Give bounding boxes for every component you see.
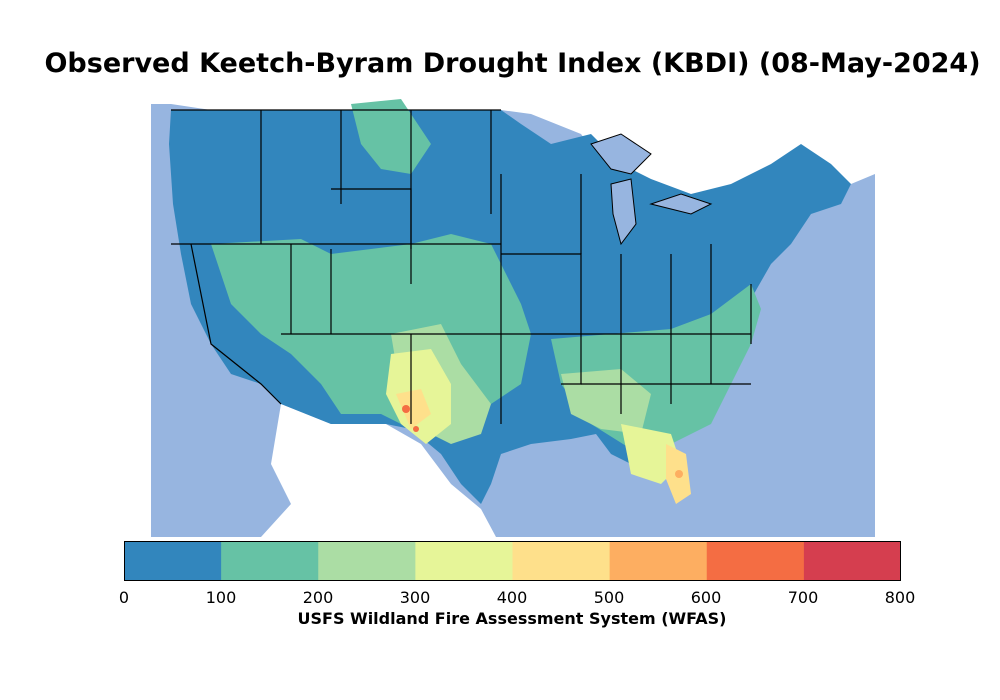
colorbar-tick-label: 700 <box>787 588 819 607</box>
colorbar-bin-300-400 <box>415 541 514 581</box>
colorbar-tick-label: 600 <box>690 588 722 607</box>
mexico-land <box>261 404 496 537</box>
colorbar-tick-label: 400 <box>496 588 528 607</box>
colorbar-tick-label: 800 <box>884 588 916 607</box>
colorbar-bin-100-200 <box>221 541 319 581</box>
colorbar-border <box>124 541 901 581</box>
colorbar-label: USFS Wildland Fire Assessment System (WF… <box>297 609 727 628</box>
colorbar-tick-label: 500 <box>593 588 625 607</box>
colorbar-bin-500-600 <box>609 541 708 581</box>
hotspot <box>675 470 683 478</box>
hotspot <box>413 426 419 432</box>
colorbar-tick-label: 200 <box>302 588 334 607</box>
colorbar-bin-400-500 <box>512 541 611 581</box>
colorbar-tick-label: 0 <box>118 588 130 607</box>
map-title: Observed Keetch-Byram Drought Index (KBD… <box>44 48 981 79</box>
colorbar-bin-200-300 <box>318 541 416 581</box>
colorbar-bin-700-800 <box>803 541 901 581</box>
state-borders <box>171 109 752 424</box>
kbdi-zone-400-500-tx <box>396 389 431 429</box>
hotspot <box>402 405 410 413</box>
colorbar-tick-label: 300 <box>399 588 431 607</box>
kbdi-zone-200-300-se <box>561 369 651 434</box>
great-lakes <box>590 133 713 246</box>
colorbar-bin-0-100 <box>124 541 222 581</box>
colorbar-tick-label: 100 <box>205 588 237 607</box>
kbdi-map <box>151 84 875 537</box>
colorbar <box>124 541 901 581</box>
colorbar-bin-600-700 <box>706 541 805 581</box>
